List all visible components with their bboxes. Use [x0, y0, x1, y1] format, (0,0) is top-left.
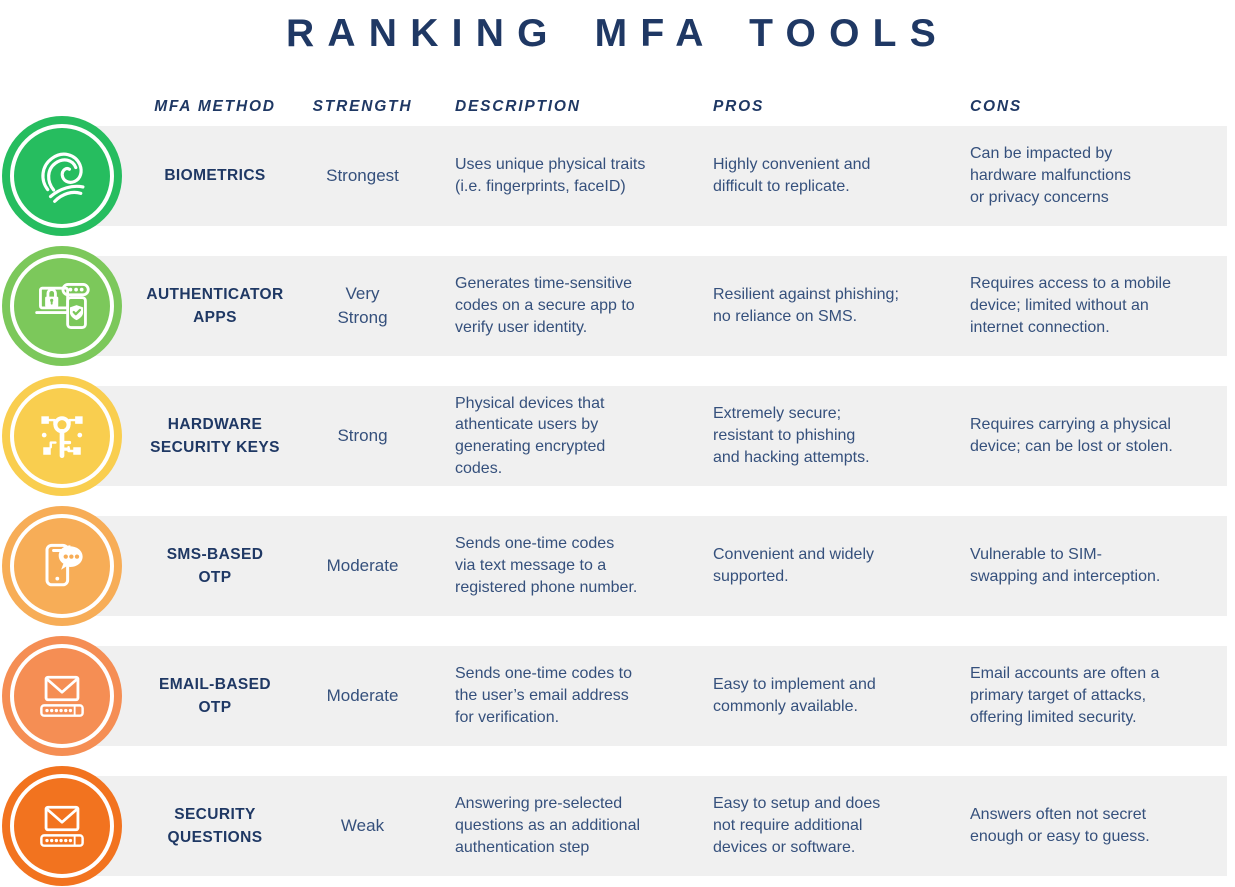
description-text: Answering pre-selected questions as an a…	[455, 795, 641, 856]
email-otp-icon	[40, 675, 84, 717]
strength-value: Strongest	[326, 166, 399, 186]
method-name: AUTHENTICATOR APPS	[146, 285, 284, 326]
fingerprint-icon	[41, 152, 85, 203]
icon-circle	[2, 766, 122, 886]
column-header-mfa-method: MFA METHOD	[154, 98, 276, 115]
row-grid: SECURITY QUESTIONS Weak Answering pre-se…	[0, 766, 1235, 886]
table-row-authenticator-apps: AUTHENTICATOR APPS Very Strong Generates…	[0, 246, 1235, 366]
cons-text: Vulnerable to SIM- swapping and intercep…	[970, 546, 1161, 585]
table-row-security-questions: SECURITY QUESTIONS Weak Answering pre-se…	[0, 766, 1235, 886]
cons-text: Email accounts are often a primary targe…	[970, 665, 1160, 726]
icon-circle-inner	[10, 254, 114, 358]
security-questions-icon	[40, 805, 84, 847]
column-header-pros: PROS	[713, 98, 765, 115]
cons-text: Can be impacted by hardware malfunctions…	[970, 145, 1131, 206]
column-header-cons: CONS	[970, 98, 1022, 115]
hardware-key-icon	[41, 416, 83, 459]
row-band	[85, 646, 1227, 746]
table-header-row: MFA METHOD STRENGTH DESCRIPTION PROS CON…	[0, 96, 1235, 118]
row-grid: EMAIL-BASED OTP Moderate Sends one-time …	[0, 636, 1235, 756]
icon-circle-inner	[10, 124, 114, 228]
strength-value: Strong	[337, 426, 388, 446]
icon-circle-inner	[10, 644, 114, 748]
method-name: SECURITY QUESTIONS	[167, 805, 263, 846]
pros-text: Extremely secure; resistant to phishing …	[713, 405, 870, 466]
description-text: Physical devices that athenticate users …	[455, 394, 606, 477]
title-row: RANKING MFA TOOLS	[0, 0, 1235, 56]
method-icon-cell	[0, 116, 130, 236]
icon-circle	[2, 376, 122, 496]
table-row-sms-based-otp: SMS-BASED OTP Moderate Sends one-time co…	[0, 506, 1235, 626]
table-row-biometrics: BIOMETRICS Strongest Uses unique physica…	[0, 116, 1235, 236]
icon-circle-inner	[10, 774, 114, 878]
row-grid: HARDWARE SECURITY KEYS Strong Physical d…	[0, 376, 1235, 496]
table-row-email-based-otp: EMAIL-BASED OTP Moderate Sends one-time …	[0, 636, 1235, 756]
row-band	[85, 516, 1227, 616]
icon-circle	[2, 246, 122, 366]
cons-text: Requires access to a mobile device; limi…	[970, 275, 1171, 336]
icon-circle	[2, 116, 122, 236]
method-icon-cell	[0, 506, 130, 626]
sms-chat-phone-icon	[45, 543, 83, 587]
method-name: HARDWARE SECURITY KEYS	[150, 415, 280, 456]
method-icon-cell	[0, 636, 130, 756]
pros-text: Highly convenient and difficult to repli…	[713, 156, 871, 195]
method-name: EMAIL-BASED OTP	[158, 675, 272, 716]
description-text: Sends one-time codes via text message to…	[455, 535, 638, 596]
method-name: SMS-BASED OTP	[166, 545, 264, 586]
method-name: BIOMETRICS	[164, 167, 266, 185]
icon-circle-inner	[10, 514, 114, 618]
page-title: RANKING MFA TOOLS	[285, 12, 950, 55]
pros-text: Resilient against phishing; no reliance …	[713, 286, 899, 325]
icon-circle	[2, 506, 122, 626]
cons-text: Requires carrying a physical device; can…	[970, 416, 1173, 455]
strength-value: Weak	[340, 816, 385, 836]
strength-value: Moderate	[326, 686, 399, 706]
method-icon-cell	[0, 376, 130, 496]
strength-value: Moderate	[326, 556, 399, 576]
row-band	[85, 256, 1227, 356]
authenticator-app-icon	[35, 283, 90, 329]
table-body: BIOMETRICS Strongest Uses unique physica…	[0, 116, 1235, 886]
icon-circle-inner	[10, 384, 114, 488]
description-text: Uses unique physical traits (i.e. finger…	[455, 156, 646, 195]
row-grid: BIOMETRICS Strongest Uses unique physica…	[0, 116, 1235, 236]
description-text: Sends one-time codes to the user’s email…	[455, 665, 632, 726]
pros-text: Easy to setup and does not require addit…	[713, 795, 881, 856]
column-header-strength: STRENGTH	[312, 98, 413, 115]
row-band	[85, 776, 1227, 876]
pros-text: Easy to implement and commonly available…	[713, 676, 876, 715]
column-header-description: DESCRIPTION	[455, 98, 581, 115]
row-band	[85, 126, 1227, 226]
row-band	[85, 386, 1227, 486]
strength-value: Very Strong	[337, 284, 388, 327]
description-text: Generates time-sensitive codes on a secu…	[455, 275, 635, 336]
row-grid: SMS-BASED OTP Moderate Sends one-time co…	[0, 506, 1235, 626]
row-grid: AUTHENTICATOR APPS Very Strong Generates…	[0, 246, 1235, 366]
cons-text: Answers often not secret enough or easy …	[970, 806, 1150, 845]
table-row-hardware-security-keys: HARDWARE SECURITY KEYS Strong Physical d…	[0, 376, 1235, 496]
method-icon-cell	[0, 246, 130, 366]
icon-circle	[2, 636, 122, 756]
method-icon-cell	[0, 766, 130, 886]
pros-text: Convenient and widely supported.	[713, 546, 874, 585]
